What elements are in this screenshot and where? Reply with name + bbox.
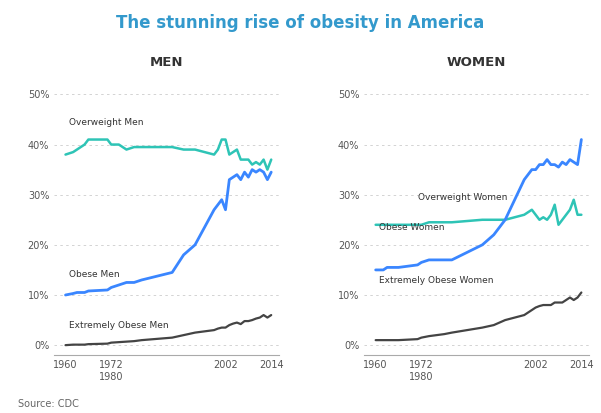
Title: WOMEN: WOMEN [447,56,506,69]
Title: MEN: MEN [150,56,183,69]
Text: Extremely Obese Men: Extremely Obese Men [69,321,169,330]
Text: Obese Men: Obese Men [69,270,120,279]
Text: Overweight Women: Overweight Women [418,193,507,202]
Text: Extremely Obese Women: Extremely Obese Women [379,276,494,285]
Text: Obese Women: Obese Women [379,223,445,232]
Text: Overweight Men: Overweight Men [69,118,144,127]
Text: Source: CDC: Source: CDC [18,399,79,409]
Text: The stunning rise of obesity in America: The stunning rise of obesity in America [117,14,484,33]
